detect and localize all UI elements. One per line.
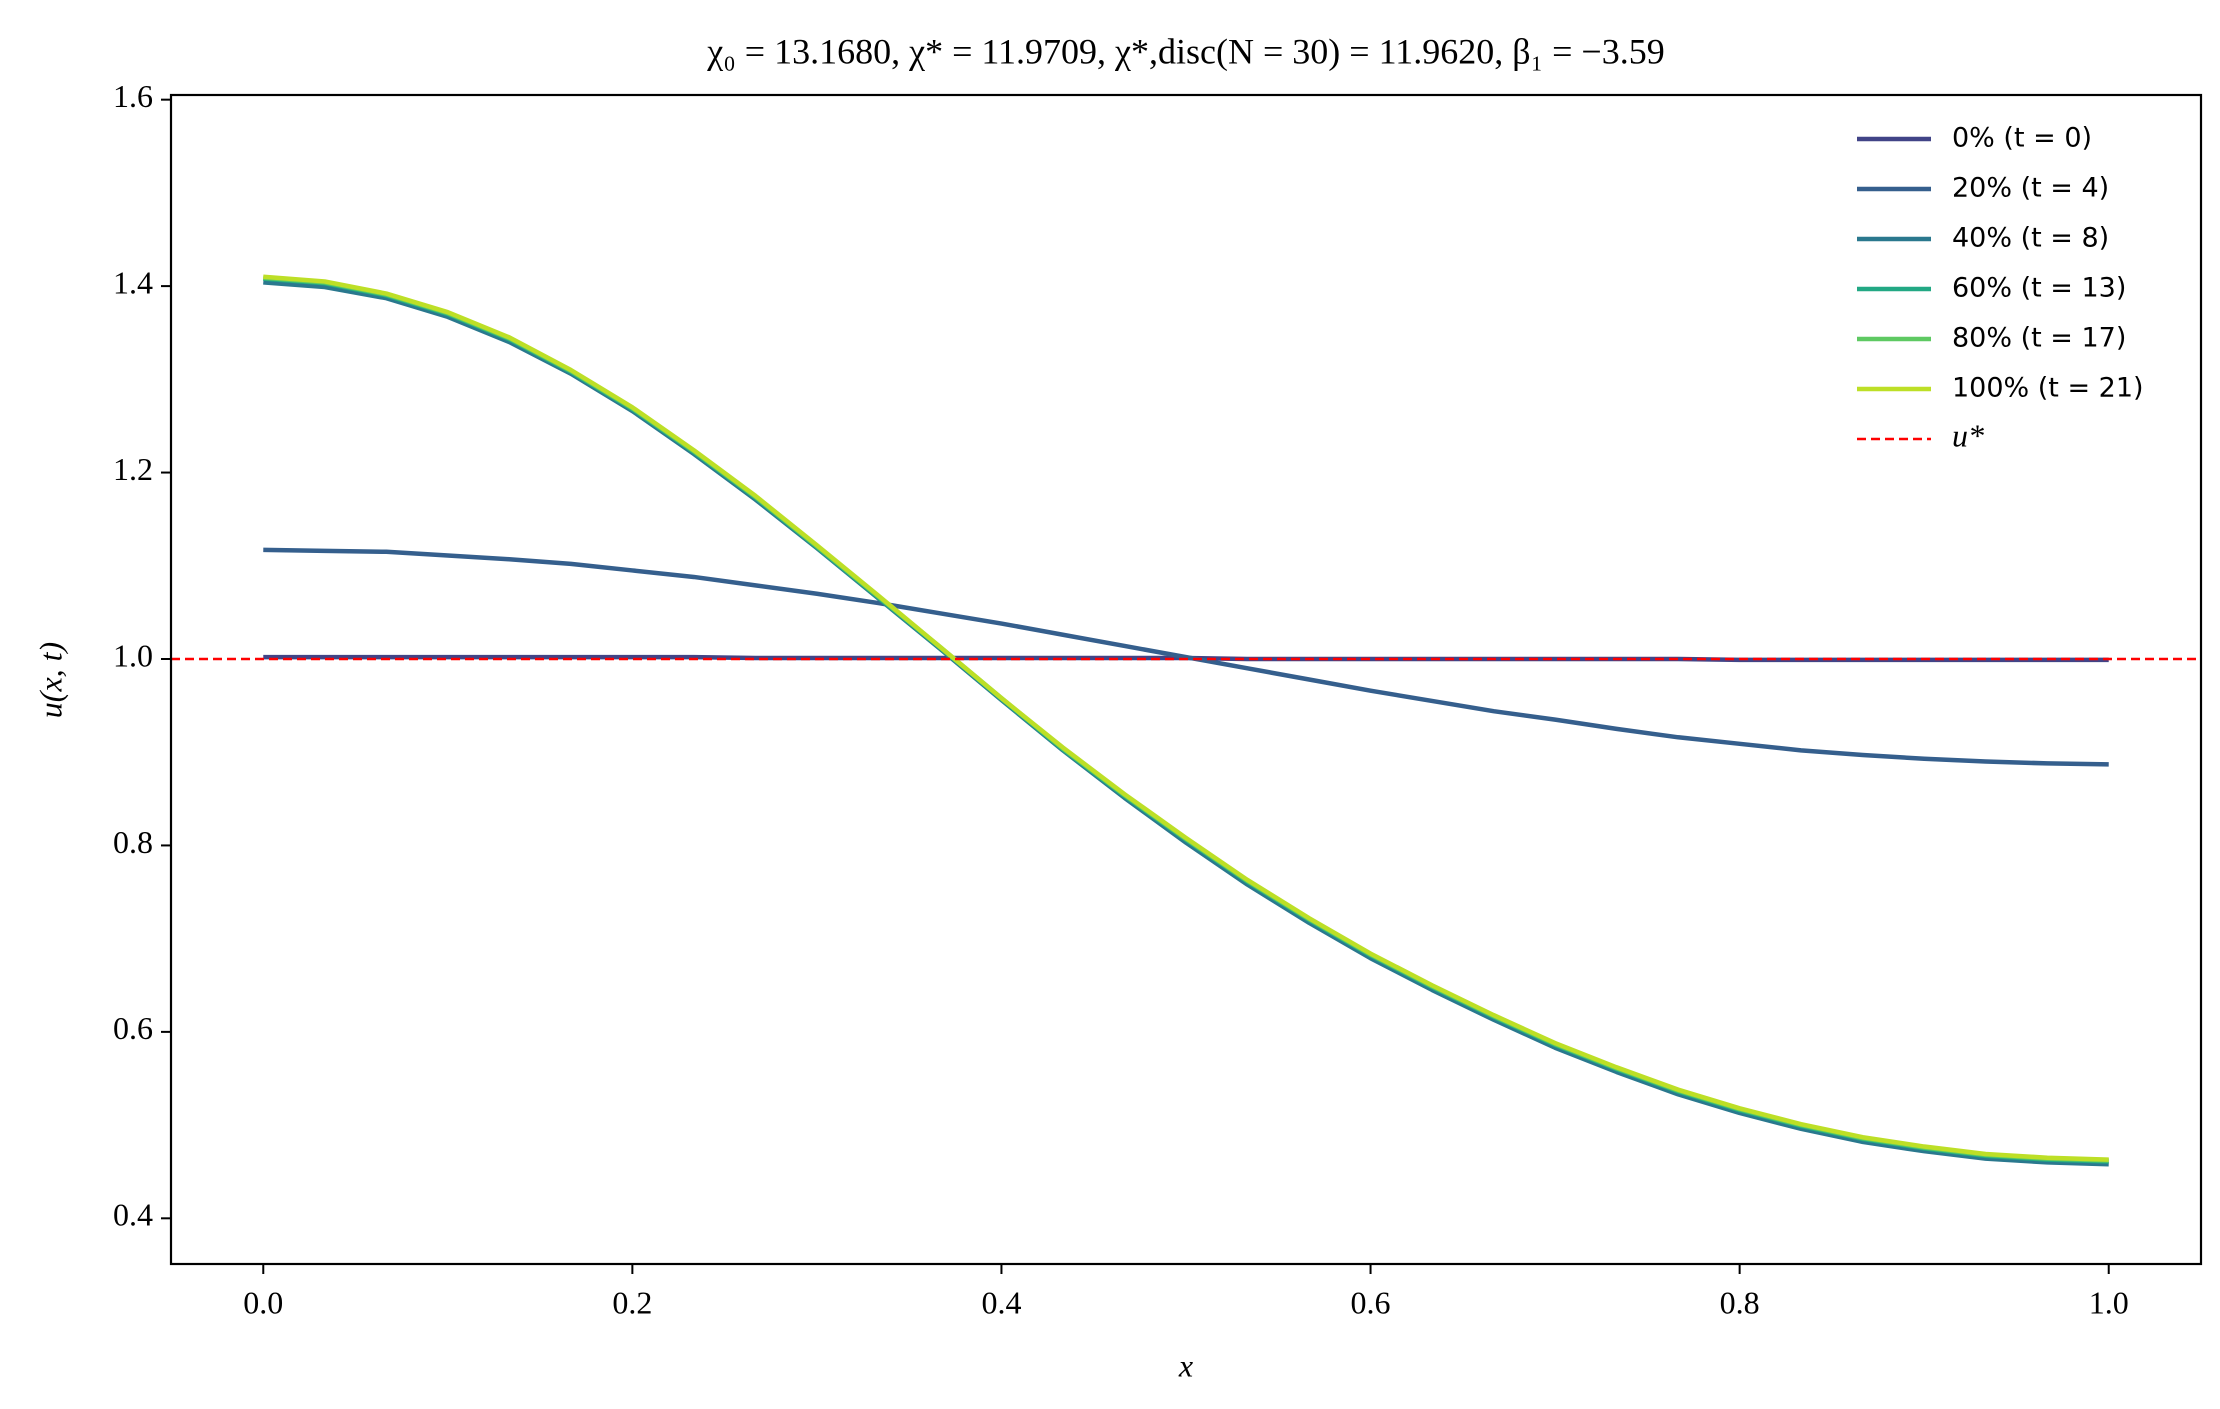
legend-label: 40% (t = 8) <box>1952 223 2109 254</box>
x-tick-label: 0.0 <box>243 1284 283 1320</box>
legend-label: 60% (t = 13) <box>1952 273 2126 304</box>
legend-label: u* <box>1952 417 1984 453</box>
y-tick-label: 1.4 <box>113 264 153 300</box>
legend-label: 100% (t = 21) <box>1952 373 2144 404</box>
x-tick-label: 0.6 <box>1351 1284 1391 1320</box>
y-tick-label: 0.8 <box>113 824 153 860</box>
x-tick-label: 0.4 <box>981 1284 1021 1320</box>
y-tick-label: 0.4 <box>113 1197 153 1233</box>
plot-frame <box>169 93 2203 1266</box>
y-tick-label: 1.0 <box>113 637 153 673</box>
x-tick-label: 0.2 <box>612 1284 652 1320</box>
series-line <box>263 274 2109 1162</box>
y-tick-label: 1.6 <box>113 78 153 114</box>
series-line <box>263 547 2109 767</box>
x-tick-label: 1.0 <box>2089 1284 2129 1320</box>
legend-label: 80% (t = 17) <box>1952 323 2126 354</box>
x-tick-label: 0.8 <box>1720 1284 1760 1320</box>
y-tick-label: 0.6 <box>113 1010 153 1046</box>
x-axis-label: x <box>1178 1347 1193 1383</box>
legend-label: 0% (t = 0) <box>1952 123 2092 154</box>
legend-label: 20% (t = 4) <box>1952 173 2109 204</box>
chart-title: χ₀ = 13.1680, χ* = 11.9709, χ*,disc(N = … <box>706 31 1664 71</box>
y-tick-label: 1.2 <box>113 451 153 487</box>
y-axis-label: u(x, t) <box>32 642 68 718</box>
